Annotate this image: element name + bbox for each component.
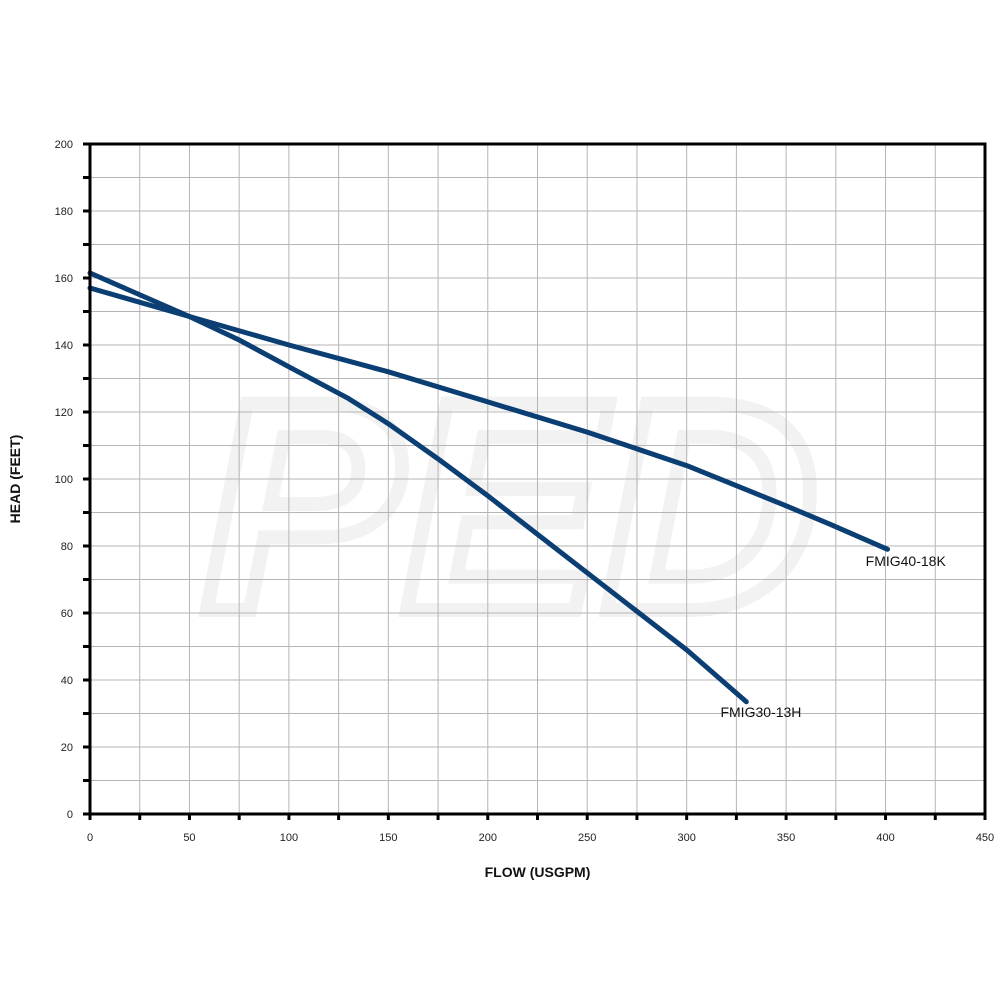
series-line [87,285,890,552]
y-tick-label: 20 [61,742,73,754]
series-labels: FMIG40-18K FMIG30-13H [720,553,946,720]
x-tick-label: 200 [479,832,497,844]
svg-text:PED: PED [202,338,819,674]
series-label: FMIG40-18K [866,553,947,569]
x-tick-label: 350 [777,832,795,844]
x-tick-label: 250 [578,832,596,844]
series-label: FMIG30-13H [720,704,801,720]
y-tick-label: 180 [55,206,73,218]
y-tick-label: 160 [55,273,73,285]
x-tick-label: 100 [280,832,298,844]
x-tick-label: 150 [379,832,397,844]
y-axis-title: HEAD (FEET) [7,435,23,524]
series-line [87,270,749,705]
y-tick-label: 140 [55,340,73,352]
x-tick-label: 400 [876,832,894,844]
x-tick-label: 0 [87,832,93,844]
plot-frame [88,142,987,816]
y-tick-label: 40 [61,675,73,687]
y-axis-ticks: 0 20 40 60 80 100 120 140 160 180 200 [55,139,90,821]
series-layer [87,270,890,705]
x-tick-label: 450 [976,832,994,844]
y-tick-label: 60 [61,608,73,620]
x-tick-label: 50 [183,832,195,844]
x-axis-title: FLOW (USGPM) [485,864,591,880]
y-tick-label: 120 [55,407,73,419]
y-tick-label: 0 [67,809,73,821]
y-tick-label: 100 [55,474,73,486]
y-tick-label: 200 [55,139,73,151]
grid-lines [89,143,986,815]
watermark-logo: PED [195,331,826,681]
x-tick-label: 300 [677,832,695,844]
x-axis-ticks: 0 50 100 150 200 250 300 350 400 450 [87,814,994,844]
y-tick-label: 80 [61,541,73,553]
